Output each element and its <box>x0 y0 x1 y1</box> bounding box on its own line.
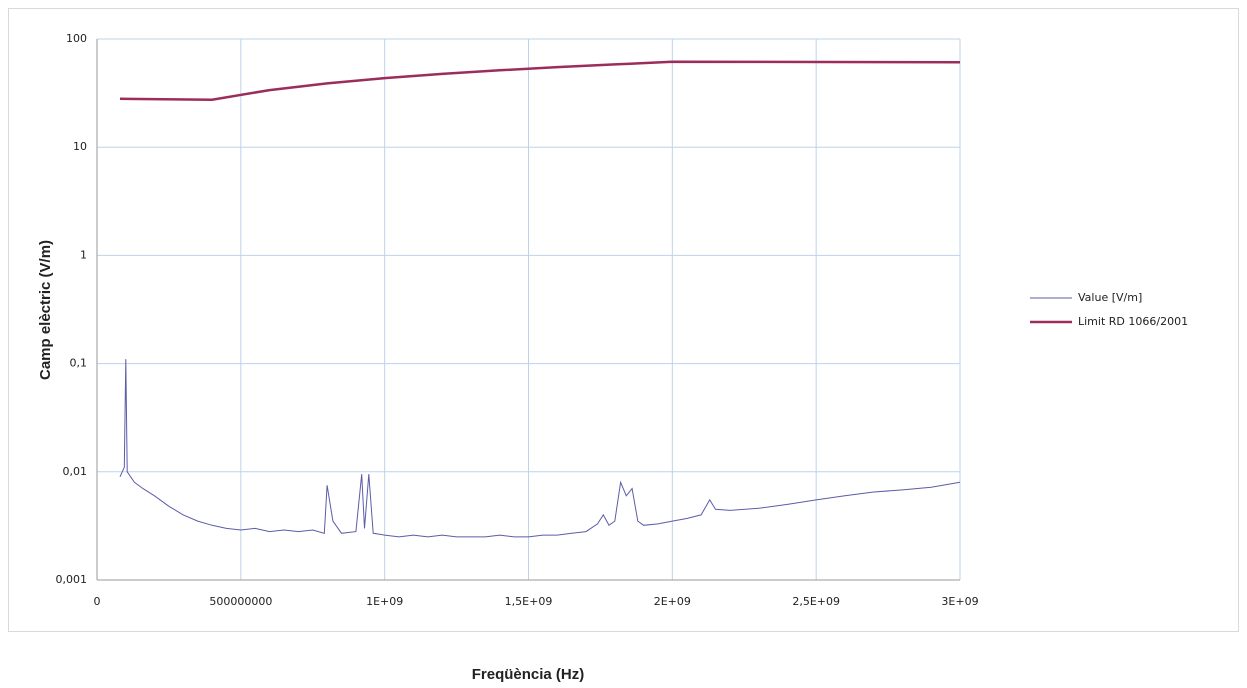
x-tick-label: 2,5E+09 <box>792 595 840 608</box>
y-tick-label: 0,001 <box>56 573 88 586</box>
y-tick-label: 100 <box>66 32 87 45</box>
x-tick-label: 2E+09 <box>654 595 691 608</box>
chart-border <box>8 8 1239 632</box>
legend-label: Limit RD 1066/2001 <box>1078 315 1188 328</box>
y-tick-label: 0,1 <box>70 357 88 370</box>
x-tick-label: 500000000 <box>209 595 272 608</box>
y-tick-label: 10 <box>73 140 87 153</box>
y-axis-title: Camp elèctric (V/m) <box>37 240 54 380</box>
data-line <box>119 60 961 101</box>
x-axis-title: Freqüència (Hz) <box>472 666 585 683</box>
data-line <box>119 359 961 538</box>
y-tick-label: 1 <box>80 248 87 261</box>
x-tick-label: 3E+09 <box>941 595 978 608</box>
x-tick-label: 0 <box>94 595 101 608</box>
y-tick-label: 0,01 <box>63 465 88 478</box>
legend-label: Value [V/m] <box>1078 291 1142 304</box>
x-tick-label: 1,5E+09 <box>505 595 553 608</box>
x-tick-label: 1E+09 <box>366 595 403 608</box>
